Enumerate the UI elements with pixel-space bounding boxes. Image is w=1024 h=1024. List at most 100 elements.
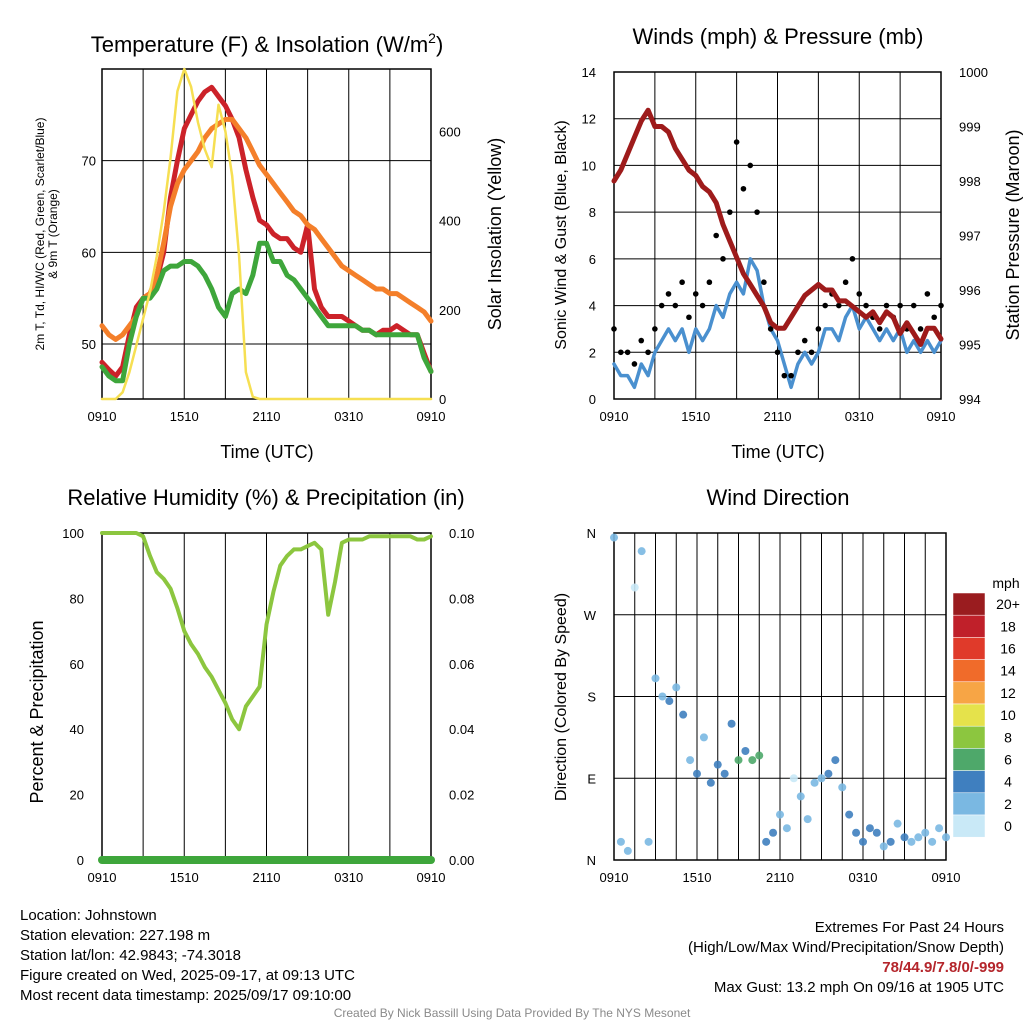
x-tick-label: 1510 — [170, 870, 199, 885]
x-axis-label: Time (UTC) — [731, 442, 824, 462]
gust-point — [699, 302, 706, 309]
y-tick-label: 100 — [62, 526, 84, 541]
y-tick-label-right: 995 — [959, 338, 981, 353]
legend-label: 20+ — [996, 596, 1020, 612]
y-tick-label: E — [587, 771, 596, 786]
x-tick-label: 0910 — [927, 409, 956, 424]
temperature-insolation-panel: 50 60 70 0 200 400 600 Temperature (F) & Insola… — [33, 30, 505, 462]
y-tick-label: S — [587, 690, 596, 705]
y-tick-label-right: 0.00 — [449, 853, 474, 868]
gust-point — [727, 209, 733, 215]
x-tick-label: 1510 — [681, 409, 710, 424]
y-axis-label-right: Station Pressure (Maroon) — [1003, 129, 1023, 340]
plot-frame — [613, 532, 947, 861]
legend-label: 16 — [1000, 641, 1016, 657]
legend-label: 14 — [1000, 663, 1016, 679]
y-tick-label: 60 — [82, 245, 96, 260]
gust-point — [815, 326, 822, 332]
series-line — [611, 107, 944, 347]
direction-point — [942, 833, 950, 842]
direction-point — [762, 837, 771, 846]
y-axis-label: 2m T, Td, HI/WC (Red, Green, Scarlet/Blu… — [33, 118, 60, 351]
x-tick-label: 0910 — [88, 870, 117, 885]
direction-point — [776, 810, 784, 819]
y-tick-label: 6 — [589, 252, 596, 267]
y-tick-label-right: 999 — [959, 120, 981, 135]
direction-point — [699, 733, 708, 742]
x-tick-label: 0910 — [600, 870, 629, 885]
direction-point — [914, 833, 923, 842]
gust-point — [720, 256, 726, 262]
x-axis-label: Time (UTC) — [220, 442, 313, 462]
gust-point — [767, 326, 774, 332]
direction-point — [693, 769, 701, 778]
direction-point — [686, 756, 695, 765]
gust-point — [788, 372, 794, 379]
direction-point — [769, 828, 778, 837]
x-tick-label: 0910 — [932, 870, 961, 885]
legend-swatch — [952, 770, 986, 794]
direction-point — [907, 837, 916, 846]
y-tick-label-right: 996 — [959, 283, 981, 298]
y-tick-label: 70 — [82, 154, 96, 169]
direction-point — [893, 819, 902, 828]
direction-point — [845, 810, 854, 819]
x-tick-label: 0910 — [600, 409, 629, 424]
direction-point — [658, 692, 667, 701]
gust-point — [733, 139, 740, 145]
legend-title: mph — [992, 575, 1019, 591]
gust-point — [665, 291, 672, 297]
wind-speed-legend: mph 20+ 18 16 14 12 10 8 6 4 2 0 — [952, 575, 1020, 838]
legend-swatch — [952, 703, 986, 727]
direction-point — [879, 842, 888, 851]
direction-point — [803, 815, 812, 824]
series-line — [99, 116, 434, 342]
direction-point — [637, 547, 646, 556]
x-tick-label: 0310 — [849, 870, 878, 885]
y-tick-label: 14 — [582, 65, 596, 80]
direction-point — [623, 846, 632, 855]
direction-point — [748, 756, 757, 765]
direction-point — [921, 828, 930, 837]
gust-point — [706, 279, 713, 286]
y-axis-label-right: Solar Insolation (Yellow) — [485, 138, 505, 330]
legend-swatch — [952, 748, 986, 771]
gust-point — [781, 372, 788, 379]
gust-point — [679, 279, 685, 286]
direction-point — [886, 837, 895, 846]
y-tick-label-right: 0.02 — [449, 788, 474, 803]
x-tick-label: 0910 — [88, 409, 117, 424]
direction-point — [824, 769, 833, 778]
direction-point — [706, 778, 715, 787]
x-tick-label: 0310 — [334, 409, 363, 424]
chart-title: Relative Humidity (%) & Precipitation (i… — [67, 485, 464, 510]
legend-swatch — [952, 592, 986, 616]
chart-title: Winds (mph) & Pressure (mb) — [633, 24, 924, 49]
legend-swatch — [952, 792, 986, 816]
gust-point — [856, 291, 863, 297]
x-tick-label: 0310 — [334, 870, 363, 885]
direction-point — [838, 783, 847, 792]
direction-point — [928, 837, 937, 846]
y-tick-label-right: 994 — [959, 392, 981, 407]
y-tick-label: 8 — [589, 205, 596, 220]
y-tick-label: 40 — [70, 722, 84, 737]
series-line — [612, 257, 943, 390]
y-tick-label: 12 — [582, 112, 596, 127]
gust-point — [910, 302, 917, 309]
direction-point — [859, 837, 867, 846]
series-line — [100, 531, 433, 732]
credit-line: Created By Nick Bassill Using Data Provi… — [333, 1006, 691, 1020]
legend-label: 2 — [1004, 796, 1012, 812]
y-tick-label-right: 200 — [439, 303, 461, 318]
gust-point — [740, 185, 747, 192]
y-tick-label: 10 — [582, 158, 596, 173]
winds-pressure-panel: 0 2 4 6 8 10 12 14 994 995 996 997 998 999 1000 Winds (… — [553, 24, 1023, 462]
direction-point — [610, 533, 618, 542]
gust-point — [897, 302, 903, 309]
direction-point — [720, 769, 729, 778]
gust-point — [808, 349, 815, 356]
gust-point — [795, 349, 801, 356]
direction-point — [900, 833, 909, 842]
x-tick-label: 2110 — [253, 870, 281, 885]
